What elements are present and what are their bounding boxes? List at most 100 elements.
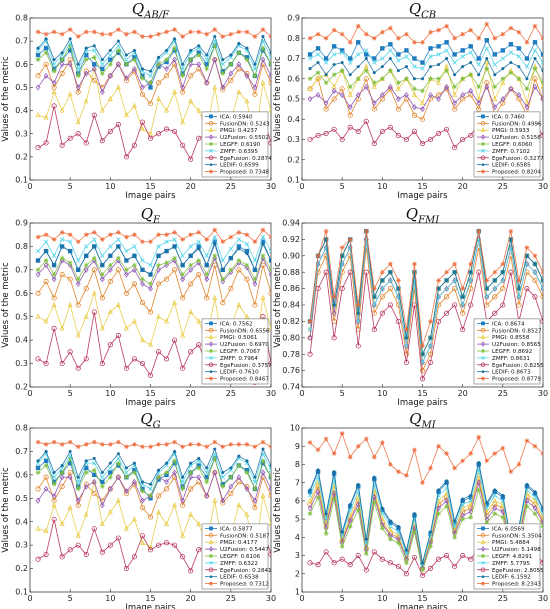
data-point-u2fusion	[323, 100, 329, 107]
data-point-zmff	[268, 248, 271, 254]
data-point-u2fusion	[244, 485, 250, 492]
data-point-ledif	[156, 55, 161, 59]
data-point-ledif	[156, 254, 161, 258]
data-point-proposed	[124, 31, 129, 37]
data-point-egefusion	[387, 302, 393, 308]
y-axis-label: Values of the metric	[273, 262, 283, 348]
data-point-proposed	[460, 31, 466, 37]
y-tick-label: 0.6	[15, 289, 28, 298]
data-point-legff	[228, 267, 234, 273]
x-tick-label: 30	[266, 594, 276, 603]
data-point-pmgi	[67, 504, 73, 510]
data-point-proposed	[484, 21, 490, 27]
data-point-legff	[307, 76, 313, 82]
data-point-legff	[83, 470, 89, 475]
data-point-egefusion	[411, 302, 418, 308]
data-point-u2fusion	[268, 485, 271, 492]
data-point-legff	[180, 272, 186, 277]
data-point-legff	[396, 540, 401, 546]
data-point-proposed	[420, 480, 425, 486]
data-point-proposed	[396, 278, 401, 283]
data-point-u2fusion	[148, 285, 153, 292]
data-point-pmgi	[236, 88, 242, 95]
data-point-ledif	[108, 48, 112, 52]
data-point-proposed	[532, 23, 538, 29]
data-point-legff	[500, 514, 506, 520]
data-point-proposed	[196, 29, 202, 35]
data-point-ledif	[420, 561, 425, 565]
data-point-fusiondn	[180, 295, 186, 301]
data-point-egefusion	[91, 309, 97, 315]
x-axis-label: Image pairs	[125, 398, 176, 408]
data-point-ledif	[445, 56, 449, 61]
data-point-egefusion	[347, 124, 353, 130]
x-tick-label: 30	[266, 389, 276, 398]
data-point-u2fusion	[172, 56, 177, 63]
data-point-egefusion	[115, 121, 121, 128]
y-tick-label: 0.94	[282, 219, 300, 228]
data-point-egefusion	[411, 128, 418, 134]
data-point-u2fusion	[164, 65, 169, 72]
data-point-legff	[476, 487, 482, 493]
data-point-proposed	[236, 442, 242, 447]
data-point-proposed	[492, 35, 498, 41]
data-point-egefusion	[500, 302, 506, 308]
legend-label: EgeFusion: 0.3277	[492, 156, 544, 162]
data-point-ledif	[148, 482, 153, 486]
data-point-egefusion	[371, 141, 377, 147]
data-point-pmgi	[315, 75, 321, 81]
data-point-ledif	[269, 463, 271, 468]
data-point-legff	[331, 72, 337, 78]
data-point-u2fusion	[140, 280, 145, 287]
data-point-proposed	[508, 228, 514, 234]
legend-marker	[209, 114, 213, 119]
data-point-ledif	[116, 39, 120, 43]
data-point-pmgi	[260, 294, 266, 300]
series-line-ledif	[309, 462, 543, 563]
data-point-egefusion	[147, 372, 154, 378]
y-tick-label: 0.7	[15, 265, 28, 274]
data-point-zmff	[51, 62, 57, 67]
data-point-pmgi	[212, 497, 218, 503]
data-point-egefusion	[172, 128, 178, 134]
legend-label: EgeFusion: 2.8055	[492, 568, 544, 574]
data-point-ledif	[132, 48, 137, 52]
data-point-legff	[460, 76, 466, 82]
data-point-egefusion	[403, 571, 409, 577]
data-point-u2fusion	[188, 474, 194, 481]
data-point-u2fusion	[132, 65, 137, 72]
data-point-legff	[412, 529, 417, 535]
y-tick-label: 0.7	[15, 37, 28, 46]
data-point-ledif	[332, 470, 336, 474]
legend-label: ICA: 6.0569	[492, 526, 525, 532]
data-point-egefusion	[83, 551, 89, 558]
data-point-egefusion	[43, 140, 49, 146]
series-line-legff	[37, 44, 271, 84]
data-point-ledif	[388, 519, 392, 523]
data-point-ledif	[140, 480, 145, 484]
data-point-fusiondn	[363, 76, 369, 82]
legend-marker	[209, 356, 213, 360]
series-line-proposed	[309, 432, 543, 484]
data-point-legff	[148, 80, 153, 86]
data-point-pmgi	[148, 130, 153, 136]
data-point-egefusion	[387, 560, 393, 566]
data-point-ledif	[493, 488, 497, 492]
data-point-ica	[412, 56, 417, 61]
data-point-egefusion	[131, 142, 137, 148]
x-tick-label: 20	[458, 389, 468, 398]
data-point-u2fusion	[140, 84, 145, 91]
data-point-u2fusion	[132, 478, 137, 485]
data-point-egefusion	[476, 269, 482, 275]
data-point-legff	[212, 43, 218, 49]
data-point-proposed	[172, 229, 177, 235]
data-point-pmgi	[99, 107, 105, 113]
data-point-zmff	[484, 46, 489, 51]
legend-marker	[209, 575, 213, 579]
legend-marker	[480, 141, 486, 147]
y-tick-label: 0.4	[287, 115, 300, 124]
data-point-u2fusion	[83, 483, 89, 490]
data-point-ledif	[501, 493, 505, 498]
data-point-pmgi	[51, 301, 57, 307]
